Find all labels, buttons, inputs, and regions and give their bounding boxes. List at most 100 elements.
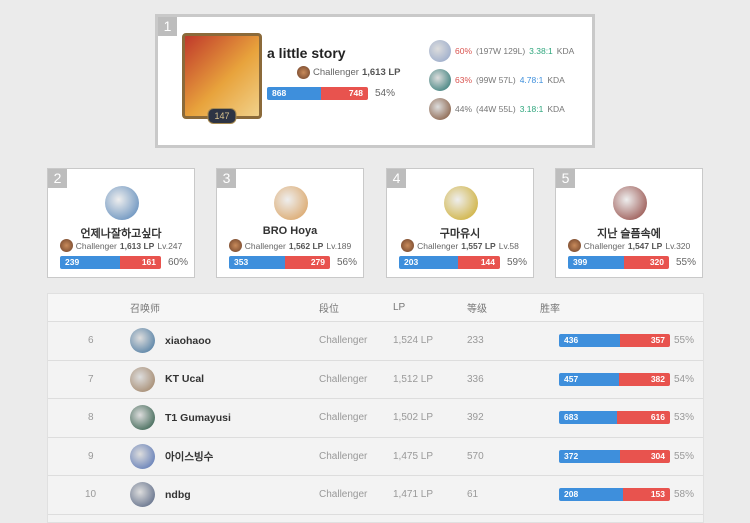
profile-icon xyxy=(130,443,155,469)
level: 233 xyxy=(467,335,484,347)
table-row[interactable]: 10 ndbg Challenger 1,471 LP 61 208 153 58… xyxy=(48,476,703,515)
table-row[interactable]: 7 KT Ucal Challenger 1,512 LP 336 457 382… xyxy=(48,361,703,399)
kda-label: KDA xyxy=(547,104,565,114)
most-champion[interactable]: 60% (197W 129L) 3.38:1 KDA xyxy=(429,40,574,62)
winloss: 868 748 54% xyxy=(267,87,395,100)
champion-record: (99W 57L) xyxy=(476,75,516,85)
tier: Challenger xyxy=(319,412,368,424)
kda-label: KDA xyxy=(547,75,565,85)
lp-value: 1,613 LP xyxy=(361,67,401,78)
wins: 372 xyxy=(559,449,621,463)
summoner-name[interactable]: ndbg xyxy=(165,488,191,501)
most-champion[interactable]: 63% (99W 57L) 4.78:1 KDA xyxy=(429,69,565,91)
summoner-name[interactable]: 아이스빙수 xyxy=(165,450,214,463)
header-summoner: 召唤师 xyxy=(130,304,160,315)
header-lp: LP xyxy=(393,302,406,313)
lp: 1,512 LP xyxy=(393,373,434,385)
table-row[interactable]: 8 T1 Gumayusi Challenger 1,502 LP 392 68… xyxy=(48,399,703,438)
winloss-bar: 457 382 xyxy=(559,372,670,386)
summoner-name[interactable]: a little story xyxy=(267,45,346,61)
summoner-name[interactable]: 구마유시 xyxy=(439,228,481,240)
wins: 399 xyxy=(568,256,625,269)
top-player-card[interactable]: 1 147 a little story Challenger 1,613 LP… xyxy=(155,14,595,148)
summoner-name[interactable]: KT Ucal xyxy=(165,373,205,386)
level: 392 xyxy=(467,412,484,424)
winrate: 56% xyxy=(337,257,358,268)
tier-label: Challenger xyxy=(583,240,625,251)
most-champion[interactable]: 44% (44W 55L) 3.18:1 KDA xyxy=(429,98,565,120)
level: 336 xyxy=(467,373,484,385)
profile-icon xyxy=(130,328,155,354)
wins: 203 xyxy=(399,256,459,269)
winloss-bar: 203 144 xyxy=(399,256,500,269)
winloss-bar: 683 616 xyxy=(559,411,670,425)
rank: 6 xyxy=(88,335,94,347)
challenger-emblem-icon xyxy=(59,239,73,252)
champion-winrate: 63% xyxy=(455,75,473,85)
summoner-name[interactable]: 지난 슬픔속에 xyxy=(597,228,661,240)
winloss-bar: 868 748 xyxy=(267,87,368,100)
losses: 748 xyxy=(321,87,368,100)
challenger-emblem-icon xyxy=(401,239,415,252)
profile-icon xyxy=(274,186,308,220)
table-row[interactable]: 9 아이스빙수 Challenger 1,475 LP 570 372 304 5… xyxy=(48,438,703,476)
player-card[interactable]: 5 지난 슬픔속에 Challenger 1,547 LP Lv.320 399 3… xyxy=(555,168,703,278)
winrate: 54% xyxy=(375,88,396,99)
level: 61 xyxy=(467,489,479,501)
lp-value: 1,613 LP xyxy=(119,240,155,251)
rank-badge: 1 xyxy=(158,17,177,36)
lp-value: 1,547 LP xyxy=(627,240,663,251)
wins: 868 xyxy=(267,87,322,100)
rank: 7 xyxy=(88,373,94,385)
lp: 1,524 LP xyxy=(393,335,434,347)
losses: 279 xyxy=(285,256,330,269)
winloss-bar: 239 161 xyxy=(60,256,161,269)
tier: Challenger xyxy=(319,489,368,501)
lp: 1,502 LP xyxy=(393,412,434,424)
champion-kda: 3.18:1 xyxy=(519,104,544,114)
winrate: 55% xyxy=(674,450,695,462)
tier: Challenger xyxy=(319,450,368,462)
level: Lv.58 xyxy=(498,240,519,251)
champion-icon xyxy=(429,40,451,62)
profile-icon xyxy=(130,366,155,392)
wins: 457 xyxy=(559,372,620,386)
losses: 382 xyxy=(619,372,670,386)
header-winrate: 胜率 xyxy=(540,304,560,315)
tier: Challenger xyxy=(319,373,368,385)
losses: 320 xyxy=(624,256,669,269)
losses: 161 xyxy=(120,256,161,269)
challenger-emblem-icon xyxy=(567,239,581,252)
table-row[interactable]: 6 xiaohaoo Challenger 1,524 LP 233 436 35… xyxy=(48,322,703,361)
summoner-name[interactable]: xiaohaoo xyxy=(165,334,212,347)
player-card[interactable]: 3 BRO Hoya Challenger 1,562 LP Lv.189 353… xyxy=(216,168,364,278)
losses: 304 xyxy=(620,449,670,463)
winloss: 203 144 59% xyxy=(399,256,527,269)
profile-icon xyxy=(613,186,647,220)
wins: 208 xyxy=(559,488,623,502)
player-card[interactable]: 4 구마유시 Challenger 1,557 LP Lv.58 203 144 5… xyxy=(386,168,534,278)
winrate: 54% xyxy=(674,373,695,385)
champion-kda: 4.78:1 xyxy=(519,75,544,85)
tier-info: Challenger 1,547 LP Lv.320 xyxy=(556,239,702,252)
winrate: 58% xyxy=(674,489,695,501)
rank-badge: 4 xyxy=(387,169,406,188)
kda-label: KDA xyxy=(556,46,575,56)
winrate: 59% xyxy=(507,257,528,268)
losses: 357 xyxy=(620,334,670,348)
summoner-name[interactable]: 언제나잘하고싶다 xyxy=(80,228,162,240)
rank: 9 xyxy=(88,450,94,462)
summoner-name[interactable]: T1 Gumayusi xyxy=(165,411,231,424)
profile-icon xyxy=(130,482,155,508)
winloss: 399 320 55% xyxy=(568,256,696,269)
winloss-bar: 353 279 xyxy=(229,256,330,269)
summoner-name[interactable]: BRO Hoya xyxy=(262,225,318,237)
champion-record: (44W 55L) xyxy=(476,104,516,114)
winrate: 60% xyxy=(168,257,189,268)
player-card[interactable]: 2 언제나잘하고싶다 Challenger 1,613 LP Lv.247 239… xyxy=(47,168,195,278)
tier-label: Challenger xyxy=(244,240,286,251)
champion-icon xyxy=(429,69,451,91)
table-header: 召唤师 段位 LP 等级 胜率 xyxy=(48,294,703,322)
tier-info: Challenger 1,613 LP xyxy=(297,66,401,79)
tier-label: Challenger xyxy=(75,240,117,251)
